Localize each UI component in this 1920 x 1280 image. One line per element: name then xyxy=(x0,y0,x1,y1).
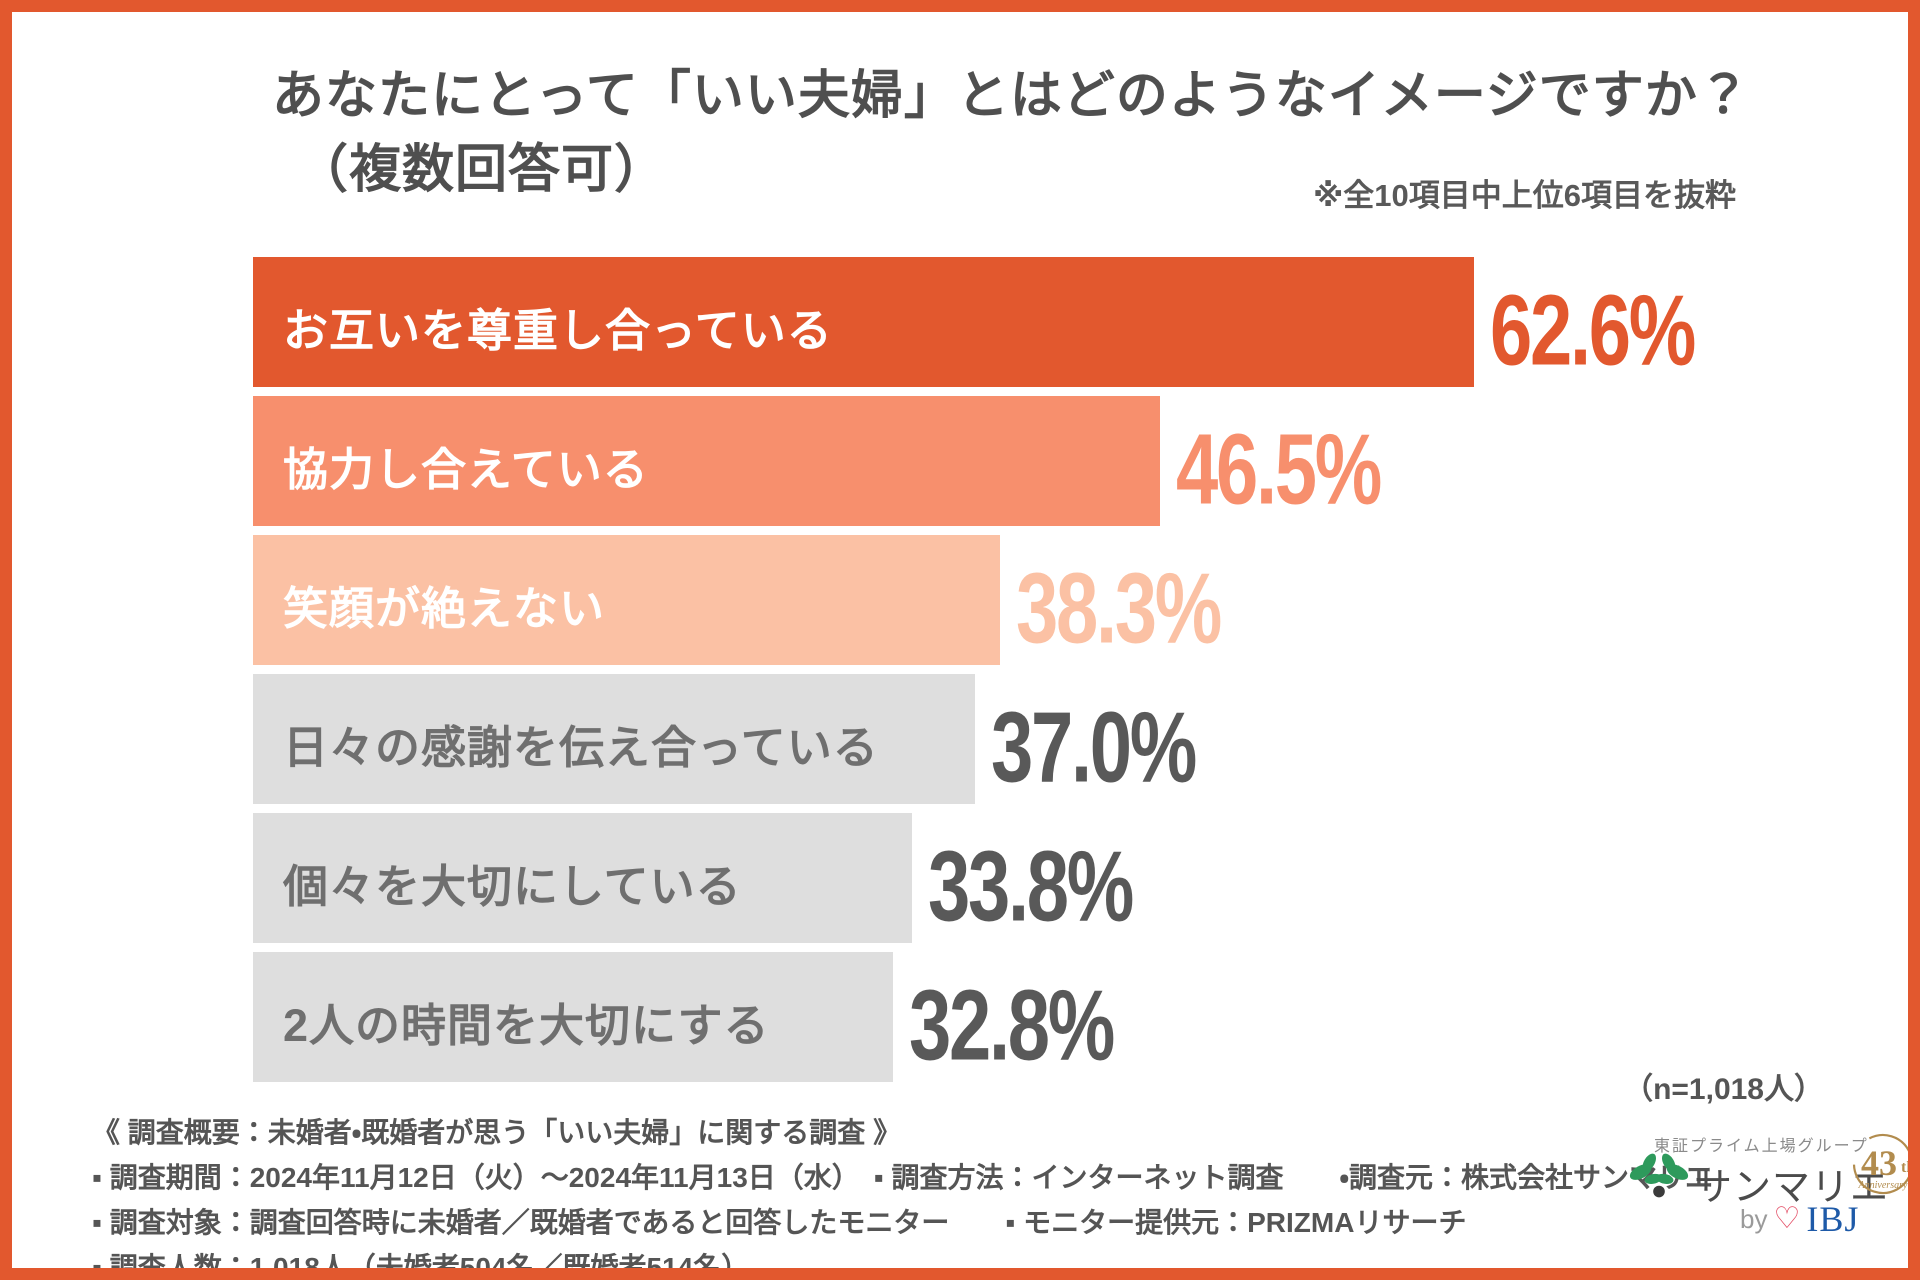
bar: 個々を大切にしている xyxy=(253,813,912,943)
survey-line: ▪ 調査対象：調査回答時に未婚者／既婚者であると回答したモニター ▪ モニター提… xyxy=(92,1207,1467,1238)
bar-value-label: 46.5% xyxy=(1176,413,1382,526)
bar: 2人の時間を大切にする xyxy=(253,952,893,1082)
bar: 日々の感謝を伝え合っている xyxy=(253,674,975,804)
bar-row: 2人の時間を大切にする 32.8% xyxy=(253,952,1873,1082)
bar-category-label: 協力し合えている xyxy=(283,443,649,495)
bar-value-label: 33.8% xyxy=(928,830,1134,943)
bar: 協力し合えている xyxy=(253,396,1160,526)
bar-row: 協力し合えている 46.5% xyxy=(253,396,1873,526)
ibj-label: IBJ xyxy=(1806,1199,1860,1239)
bar: 笑顔が絶えない xyxy=(253,535,1000,665)
page-title-line1: あなたにとって「いい夫婦」とはどのようなイメージですか？ xyxy=(272,67,1751,125)
badge-number: 43 xyxy=(1861,1143,1897,1183)
bar-category-label: 2人の時間を大切にする xyxy=(283,999,770,1051)
survey-line: ▪ 調査期間：2024年11月12日（火）〜2024年11月13日（水） ▪ 調… xyxy=(92,1162,1714,1193)
sample-size-note: （n=1,018人） xyxy=(1623,1073,1824,1106)
excerpt-note: ※全10項目中上位6項目を抜粋 xyxy=(1313,178,1736,213)
bar-value-label: 62.6% xyxy=(1490,274,1696,387)
by-ibj: by ♡ IBJ xyxy=(1740,1198,1859,1240)
bar-row: お互いを尊重し合っている 62.6% xyxy=(253,257,1873,387)
bar-row: 個々を大切にしている 33.8% xyxy=(253,813,1873,943)
bar-value-label: 32.8% xyxy=(909,969,1115,1082)
bar-value-label: 38.3% xyxy=(1016,552,1222,665)
bar-category-label: 笑顔が絶えない xyxy=(283,582,606,634)
survey-overview: 《 調査概要：未婚者・既婚者が思う「いい夫婦」に関する調査 》 ▪ 調査期間：2… xyxy=(92,1110,1714,1280)
page-title-line2: （複数回答可） xyxy=(296,140,668,199)
bar-value-label: 37.0% xyxy=(991,691,1197,804)
bar: お互いを尊重し合っている xyxy=(253,257,1474,387)
sunmarie-logo: 東証プライム上場グループ サンマリエ 43 th Anniversary by … xyxy=(1628,1130,1915,1250)
heart-icon: ♡ xyxy=(1773,1202,1801,1235)
by-label: by xyxy=(1740,1203,1768,1234)
survey-heading: 《 調査概要：未婚者・既婚者が思う「いい夫婦」に関する調査 》 xyxy=(92,1117,902,1148)
page-title: あなたにとって「いい夫婦」とはどのようなイメージですか？ （複数回答可） xyxy=(272,60,1751,208)
bar-category-label: 個々を大切にしている xyxy=(283,860,742,912)
leaf-icon xyxy=(1629,1153,1689,1198)
survey-line: ▪ 調査人数：1,018人（未婚者504名／既婚者514名） xyxy=(92,1252,750,1280)
anniversary-badge: 43 th Anniversary xyxy=(1852,1133,1915,1195)
bar-category-label: 日々の感謝を伝え合っている xyxy=(283,721,879,773)
bar-row: 日々の感謝を伝え合っている 37.0% xyxy=(253,674,1873,804)
bar-chart: お互いを尊重し合っている 62.6% 協力し合えている 46.5% 笑顔が絶えない 38.… xyxy=(253,257,1873,1091)
badge-subtext: Anniversary xyxy=(1858,1180,1908,1191)
bar-category-label: お互いを尊重し合っている xyxy=(283,304,833,356)
logo-group-label: 東証プライム上場グループ xyxy=(1654,1138,1869,1155)
bar-row: 笑顔が絶えない 38.3% xyxy=(253,535,1873,665)
badge-suffix: th xyxy=(1901,1159,1915,1176)
